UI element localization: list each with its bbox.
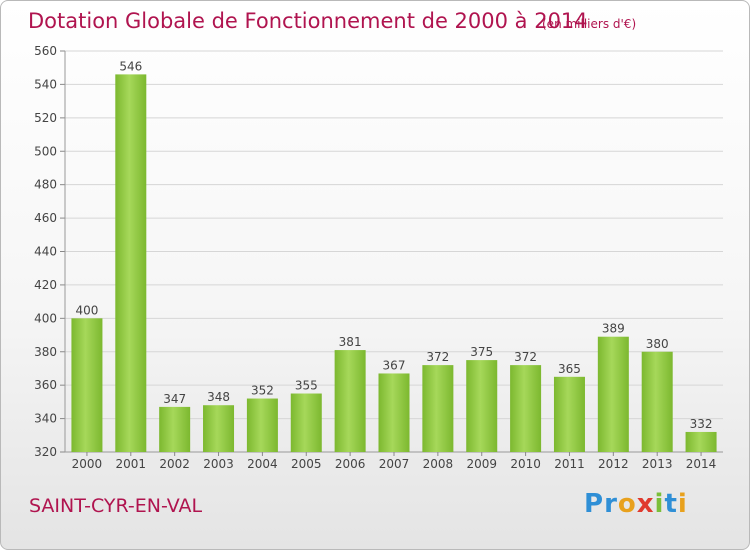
x-tick-label: 2007 <box>379 457 410 471</box>
bar <box>378 373 410 452</box>
bar <box>159 406 191 452</box>
x-tick-label: 2013 <box>642 457 673 471</box>
bar <box>553 376 585 452</box>
bar-value-label: 389 <box>602 322 625 336</box>
bar <box>334 350 366 452</box>
bar <box>466 360 498 452</box>
y-tick-label: 420 <box>34 278 57 292</box>
y-tick-label: 460 <box>34 211 57 225</box>
x-tick-label: 2006 <box>335 457 366 471</box>
bar-value-label: 348 <box>207 390 230 404</box>
bar-value-label: 332 <box>690 417 713 431</box>
x-tick-label: 2010 <box>510 457 541 471</box>
x-tick-label: 2014 <box>686 457 717 471</box>
chart-title: Dotation Globale de Fonctionnement de 20… <box>28 9 588 33</box>
y-tick-label: 560 <box>34 44 57 58</box>
logo-letter: o <box>617 489 637 519</box>
x-tick-label: 2009 <box>466 457 497 471</box>
bar-value-label: 347 <box>163 392 186 406</box>
bar <box>422 365 454 452</box>
x-tick-label: 2005 <box>291 457 322 471</box>
x-tick-label: 2004 <box>247 457 278 471</box>
logo-letter: P <box>584 489 605 519</box>
bar <box>641 351 673 452</box>
x-tick-label: 2001 <box>116 457 147 471</box>
x-tick-label: 2003 <box>203 457 234 471</box>
logo-letter: i <box>654 489 665 519</box>
y-tick-label: 320 <box>34 445 57 459</box>
bar-value-label: 367 <box>383 358 406 372</box>
proxiti-logo: Proxiti <box>584 489 688 519</box>
bar-value-label: 352 <box>251 384 274 398</box>
bar <box>71 318 103 452</box>
bar-value-label: 381 <box>339 335 362 349</box>
bar <box>203 405 235 452</box>
bar <box>510 365 542 452</box>
bar-value-label: 380 <box>646 337 669 351</box>
x-tick-label: 2002 <box>159 457 190 471</box>
bar-value-label: 365 <box>558 362 581 376</box>
bar <box>290 393 322 452</box>
bar-value-label: 372 <box>514 350 537 364</box>
y-tick-label: 340 <box>34 412 57 426</box>
x-tick-label: 2011 <box>554 457 585 471</box>
y-tick-label: 380 <box>34 345 57 359</box>
bar-value-label: 400 <box>75 303 98 317</box>
x-tick-label: 2008 <box>423 457 454 471</box>
bar <box>597 336 629 452</box>
x-tick-label: 2012 <box>598 457 629 471</box>
y-tick-label: 400 <box>34 311 57 325</box>
logo-letter: r <box>604 489 618 519</box>
bar-value-label: 375 <box>470 345 493 359</box>
commune-name: SAINT-CYR-EN-VAL <box>29 495 203 517</box>
y-tick-label: 360 <box>34 378 57 392</box>
bar-value-label: 546 <box>119 59 142 73</box>
bar <box>685 431 717 452</box>
y-tick-label: 540 <box>34 77 57 91</box>
bar-value-label: 372 <box>426 350 449 364</box>
logo-letter: t <box>664 489 678 519</box>
x-tick-label: 2000 <box>72 457 103 471</box>
bar <box>246 398 278 452</box>
y-tick-label: 440 <box>34 245 57 259</box>
bar-value-label: 355 <box>295 379 318 393</box>
y-tick-label: 480 <box>34 178 57 192</box>
y-tick-label: 520 <box>34 111 57 125</box>
logo-letter: x <box>636 489 655 519</box>
chart-subtitle: (en milliers d'€) <box>542 17 637 31</box>
bar <box>115 74 147 453</box>
y-tick-label: 500 <box>34 144 57 158</box>
logo-letter: i <box>677 489 688 519</box>
